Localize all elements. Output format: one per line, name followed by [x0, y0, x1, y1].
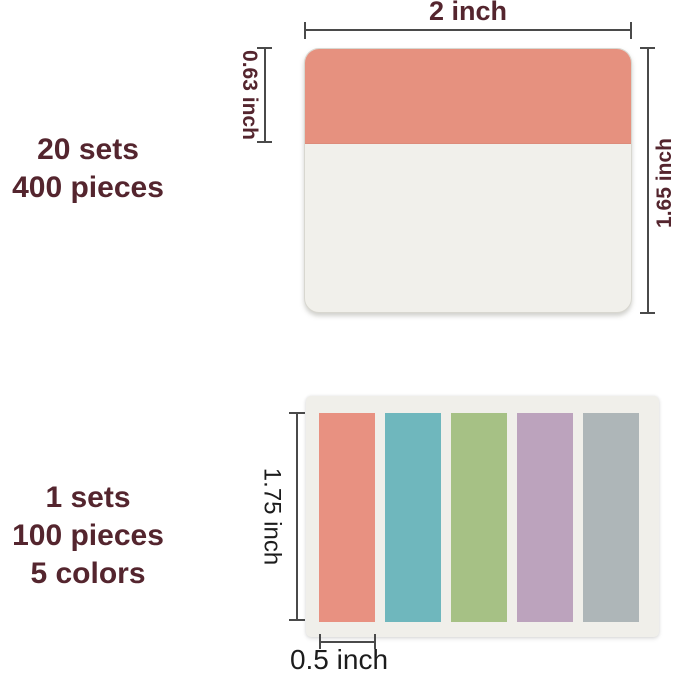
dimension-tick [257, 141, 272, 143]
tab-height-dimension-label: 1.75 inch [258, 467, 286, 566]
quantity-line-pieces: 100 pieces [12, 519, 164, 552]
tab-sheet-card [306, 396, 659, 637]
dimension-tick [289, 412, 305, 414]
color-tab-teal [385, 413, 441, 622]
dimension-tick [304, 22, 306, 39]
dimension-tick [319, 634, 321, 649]
tab-height-dimension-line [296, 413, 298, 621]
total-height-dimension-line [647, 48, 649, 314]
tab-width-dimension-label: 0.5 inch [289, 644, 389, 675]
dimension-tick [289, 619, 305, 621]
color-tab-green [451, 413, 507, 622]
width-dimension-label: 2 inch [428, 0, 508, 26]
dimension-tick [640, 47, 655, 49]
note-color-strip [305, 49, 631, 144]
quantity-label-bottom: 1 sets 100 pieces 5 colors [0, 479, 176, 593]
quantity-label-top: 20 sets 400 pieces [0, 131, 176, 207]
dimension-tick [257, 47, 272, 49]
width-dimension-line [304, 29, 632, 31]
dimension-tick [630, 22, 632, 39]
quantity-line-colors: 5 colors [30, 557, 146, 590]
header-height-dimension-line [264, 48, 266, 143]
total-height-dimension-label: 1.65 inch [653, 138, 676, 228]
tab-width-dimension-line [319, 641, 376, 643]
quantity-line-sets: 1 sets [45, 481, 131, 514]
sticky-note-illustration [304, 48, 632, 313]
quantity-line-sets: 20 sets [37, 133, 139, 166]
dimension-tick [640, 312, 655, 314]
quantity-line-pieces: 400 pieces [12, 171, 164, 204]
color-tab-gray [583, 413, 639, 622]
header-height-dimension-label: 0.63 inch [238, 50, 261, 140]
color-tab-coral [319, 413, 375, 622]
color-tab-purple [517, 413, 573, 622]
dimension-tick [374, 634, 376, 649]
